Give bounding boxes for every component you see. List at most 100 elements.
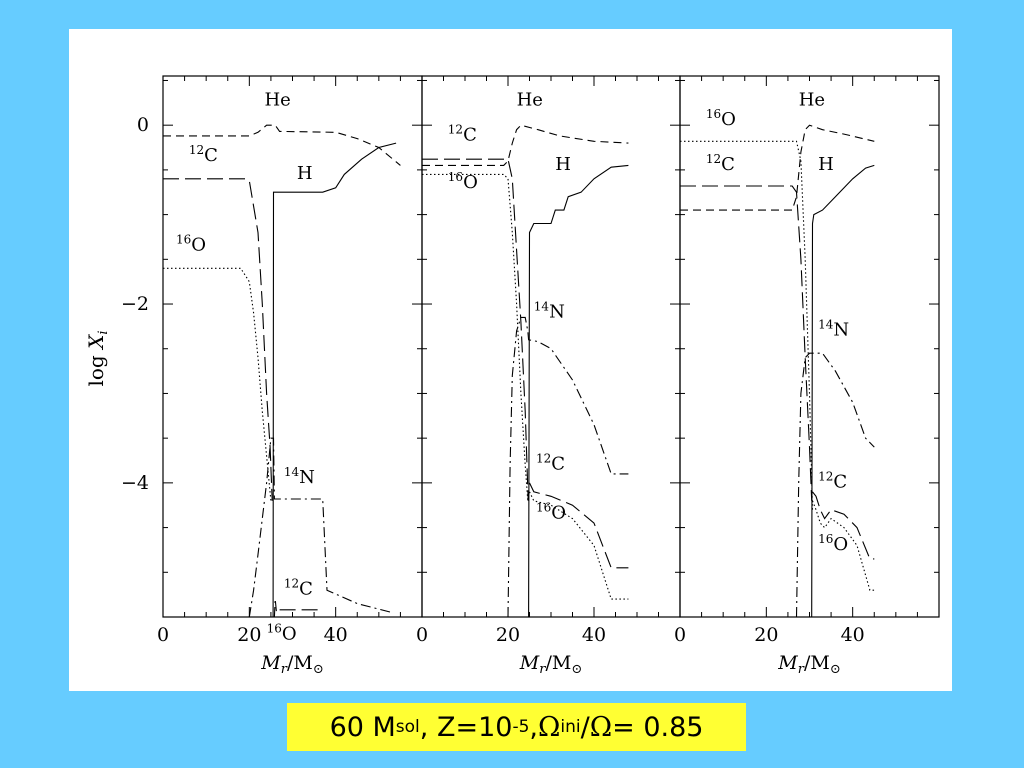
species-label: H bbox=[818, 154, 834, 175]
y-label-var: X bbox=[84, 334, 108, 351]
caption-omega-sub: ini bbox=[560, 717, 581, 737]
x-tick-label: 20 bbox=[496, 624, 520, 646]
species-label: He bbox=[799, 90, 825, 111]
species-mass-number: 12 bbox=[189, 143, 204, 157]
x-label-rest: /M bbox=[804, 652, 830, 674]
series-line-16o bbox=[680, 140, 814, 510]
species-mass-number: 16 bbox=[448, 170, 463, 184]
x-tick-label: 40 bbox=[324, 624, 348, 646]
species-symbol: C bbox=[551, 453, 565, 474]
species-label: 14N bbox=[534, 299, 565, 322]
x-axis-label: Mr/M⊙ bbox=[777, 652, 840, 677]
x-label-var: M bbox=[260, 652, 281, 674]
species-mass-number: 16 bbox=[706, 107, 721, 121]
species-label: 14N bbox=[818, 317, 849, 340]
species-label: 12C bbox=[448, 122, 477, 145]
species-symbol: O bbox=[721, 109, 736, 130]
caption-mass: 60 M bbox=[329, 711, 396, 743]
x-label-sun-symbol: ⊙ bbox=[313, 662, 324, 677]
x-tick-label: 0 bbox=[157, 624, 169, 646]
caption-slash: / bbox=[580, 711, 590, 743]
x-label-sub: r bbox=[798, 662, 805, 677]
series-line-14n bbox=[248, 437, 392, 618]
series-line-16o bbox=[273, 599, 278, 618]
species-label: 12C bbox=[818, 469, 847, 492]
x-tick-label: 40 bbox=[841, 624, 865, 646]
caption-mass-sub: sol bbox=[395, 717, 420, 737]
x-label-sub: r bbox=[281, 662, 288, 677]
species-mass-number: 16 bbox=[818, 532, 833, 546]
series-line-14n bbox=[507, 316, 629, 618]
species-mass-number: 12 bbox=[284, 577, 299, 591]
species-label: 16O bbox=[536, 501, 566, 524]
x-label-var: M bbox=[519, 652, 540, 674]
species-mass-number: 12 bbox=[536, 451, 551, 465]
species-mass-number: 14 bbox=[818, 317, 834, 331]
species-mass-number: 16 bbox=[536, 501, 551, 515]
species-label: 14N bbox=[284, 465, 315, 488]
y-label-sub: i bbox=[96, 330, 111, 334]
series-line-he bbox=[422, 124, 629, 166]
species-mass-number: 12 bbox=[448, 122, 463, 136]
caption-z-exp: -5 bbox=[512, 717, 530, 737]
series-line-h bbox=[528, 164, 629, 618]
series-line-h bbox=[811, 164, 875, 618]
x-axis-label: Mr/M⊙ bbox=[260, 652, 323, 677]
series-line-12c bbox=[680, 185, 813, 501]
species-symbol: O bbox=[463, 172, 478, 193]
y-tick-label: −2 bbox=[121, 293, 149, 315]
series-line-he bbox=[680, 124, 875, 211]
species-label: 12C bbox=[536, 451, 565, 474]
species-symbol: C bbox=[299, 579, 313, 600]
species-label: H bbox=[297, 163, 313, 184]
caption-omega2: Ω bbox=[589, 711, 613, 743]
species-symbol: N bbox=[549, 301, 565, 322]
x-label-var: M bbox=[777, 652, 798, 674]
series-line-16o bbox=[811, 500, 875, 591]
x-label-sub: r bbox=[539, 662, 546, 677]
species-label: H bbox=[555, 154, 571, 175]
x-label-rest: /M bbox=[545, 652, 571, 674]
series-line-he bbox=[163, 124, 401, 166]
y-label-base: log bbox=[84, 349, 108, 387]
species-label: 12C bbox=[189, 143, 218, 166]
caption-sep1: , Z=10 bbox=[419, 711, 513, 743]
series-line-12c bbox=[422, 158, 529, 501]
series-line-12c bbox=[529, 482, 629, 569]
species-label: 16O bbox=[706, 107, 736, 130]
species-mass-number: 16 bbox=[176, 232, 191, 246]
series-line-16o bbox=[529, 491, 629, 600]
species-label: He bbox=[517, 90, 543, 111]
species-label: 12C bbox=[284, 577, 313, 600]
series-line-12c bbox=[812, 491, 875, 560]
x-tick-label: 20 bbox=[754, 624, 778, 646]
species-mass-number: 16 bbox=[267, 621, 282, 635]
caption-value: = 0.85 bbox=[612, 711, 704, 743]
species-symbol: C bbox=[721, 154, 735, 175]
species-mass-number: 12 bbox=[818, 469, 833, 483]
x-label-rest: /M bbox=[287, 652, 313, 674]
species-symbol: O bbox=[551, 503, 566, 524]
panel-frame bbox=[421, 75, 681, 618]
y-axis-label: log Xi bbox=[84, 330, 111, 386]
y-tick-label: −4 bbox=[121, 472, 149, 494]
series-line-12c bbox=[163, 178, 273, 501]
species-symbol: C bbox=[463, 124, 477, 145]
series-line-16o bbox=[422, 173, 529, 501]
series-line-14n bbox=[795, 352, 875, 618]
y-tick-label: 0 bbox=[137, 114, 149, 136]
species-mass-number: 14 bbox=[284, 465, 300, 479]
species-label: 16O bbox=[267, 621, 297, 644]
x-tick-label: 20 bbox=[237, 624, 261, 646]
x-tick-label: 0 bbox=[674, 624, 686, 646]
series-line-h bbox=[272, 142, 397, 618]
x-label-sun-symbol: ⊙ bbox=[830, 662, 841, 677]
species-symbol: O bbox=[833, 534, 848, 555]
species-symbol: O bbox=[191, 234, 206, 255]
species-label: 16O bbox=[818, 532, 848, 555]
